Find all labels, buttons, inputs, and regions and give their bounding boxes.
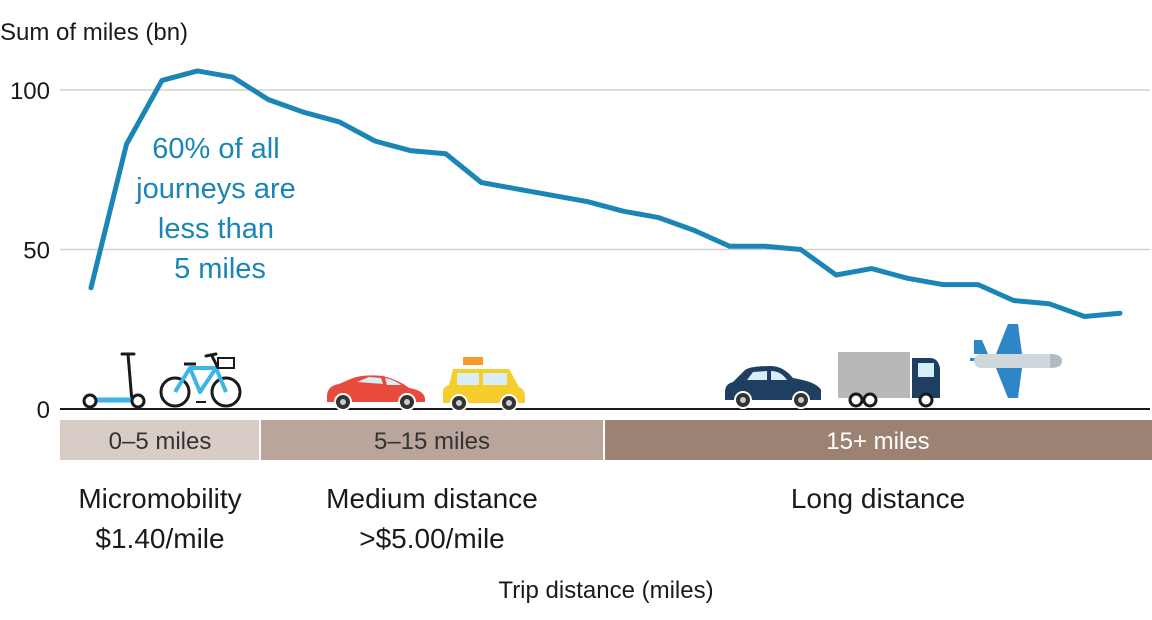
annotation-line-3: less than [158,213,274,245]
hatchback-car-icon [725,366,821,409]
category-micromobility-price: $1.40/mile [95,523,224,554]
band-0-5 [60,420,259,460]
bicycle-icon [159,352,242,408]
annotation-line-4: 5 miles [174,253,266,285]
y-axis-label: Sum of miles (bn) [0,19,188,46]
taxi-icon [443,357,525,412]
distance-bands: 0–5 miles 5–15 miles 15+ miles [60,420,1152,460]
car-icon [327,375,425,411]
truck-icon [838,352,940,408]
annotation: 60% of all journeys are less than 5 mile… [135,133,304,285]
band-label-15-plus: 15+ miles [826,428,929,455]
y-tick-label-50: 50 [23,238,50,265]
category-medium-price: >$5.00/mile [359,523,505,554]
band-label-5-15: 5–15 miles [374,428,490,455]
band-15-plus [605,420,1152,460]
category-micromobility-title: Micromobility [78,483,241,514]
band-label-0-5: 0–5 miles [109,428,212,455]
category-medium-title: Medium distance [326,483,538,514]
airplane-icon [970,324,1062,398]
kick-scooter-icon [82,352,146,409]
y-tick-label-0: 0 [37,397,50,424]
category-long-title: Long distance [791,483,965,514]
x-axis-label: Trip distance (miles) [498,577,713,604]
gridlines [60,89,1150,251]
band-5-15 [261,420,603,460]
y-tick-labels: 0 50 100 [10,78,50,424]
series-line [88,68,1123,319]
annotation-line-1: 60% of all [152,133,279,165]
annotation-line-2: journeys are [135,173,296,205]
y-tick-label-100: 100 [10,78,50,105]
